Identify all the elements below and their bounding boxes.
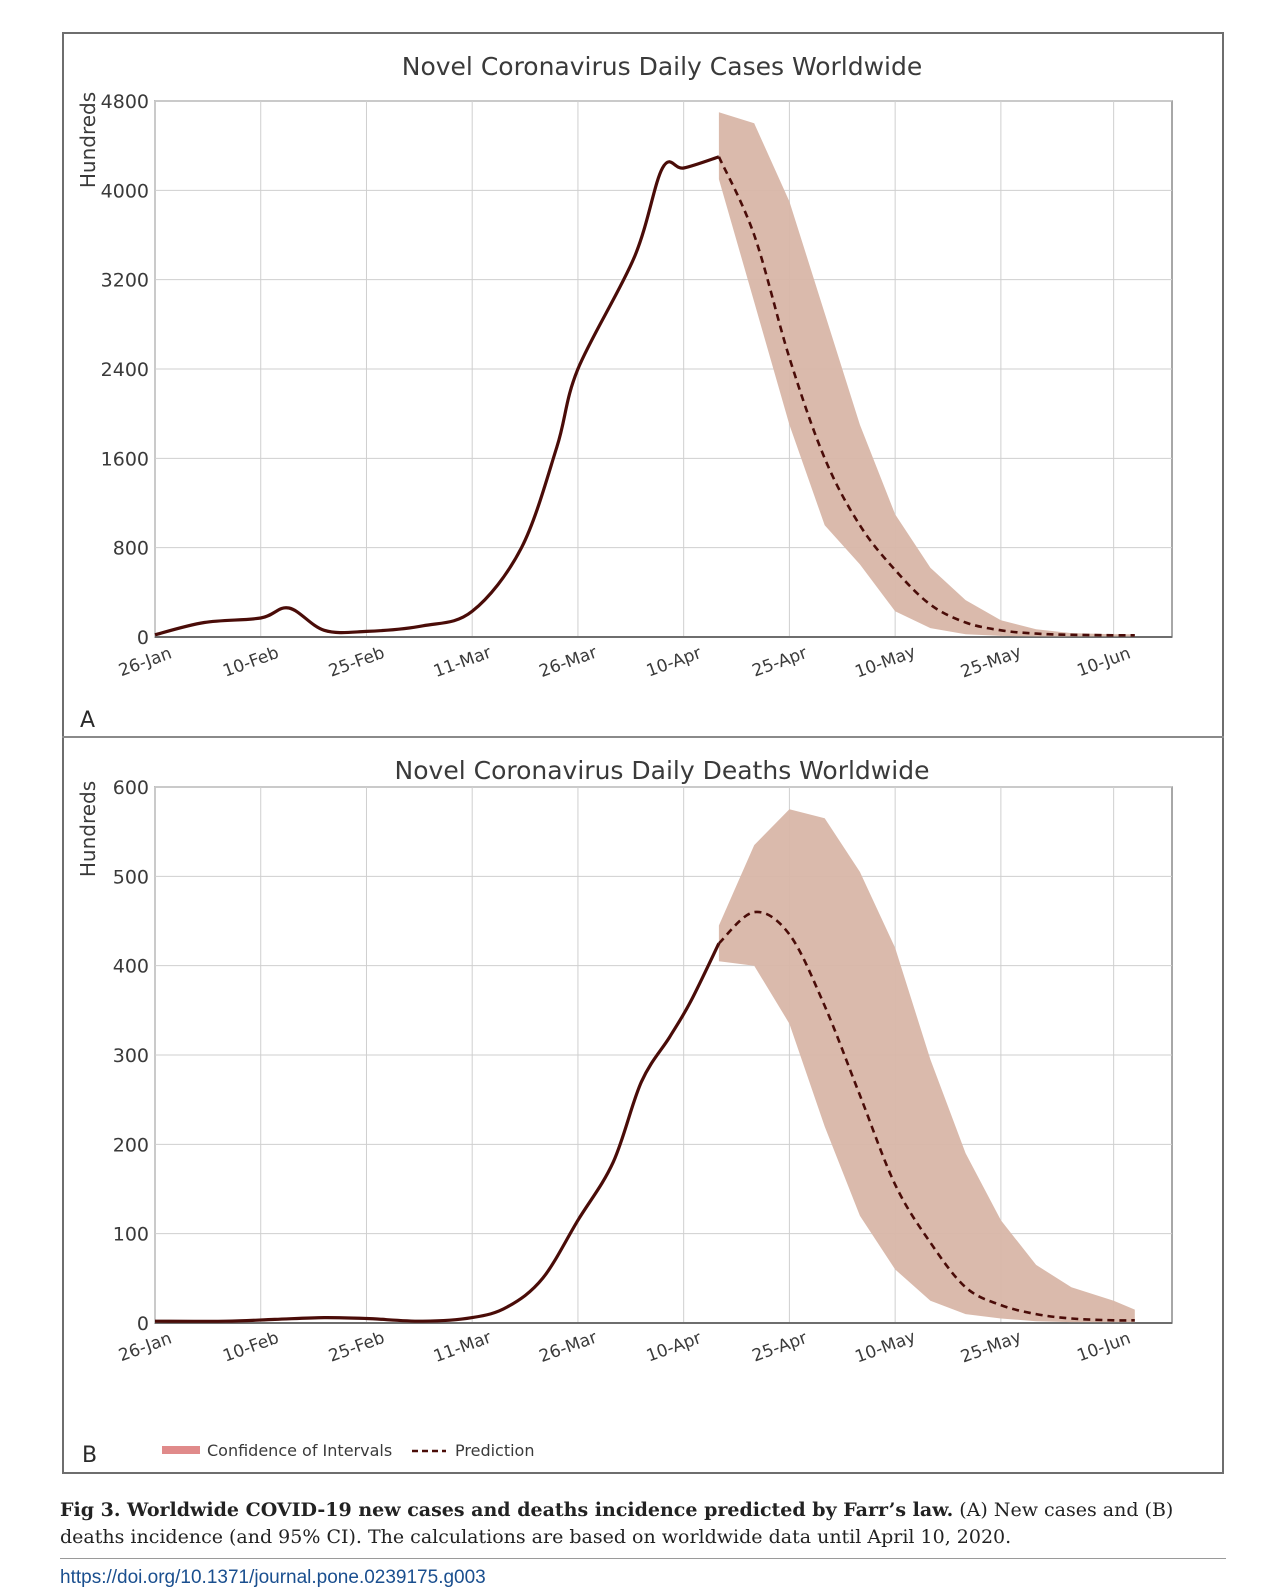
y-axis-label-b: Hundreds (76, 781, 100, 877)
panel-letter-b: B (82, 1443, 97, 1468)
observed-line (154, 942, 721, 1323)
x-tick-label: 10-Jun (1075, 1328, 1134, 1366)
x-tick-label: 26-Jan (116, 644, 174, 682)
x-tick-label: 25-Feb (326, 1328, 387, 1367)
y-tick-label: 0 (137, 1313, 149, 1335)
x-tick-label: 25-May (958, 642, 1024, 682)
y-tick-label: 100 (113, 1224, 149, 1246)
x-tick-label: 10-Apr (644, 1328, 704, 1366)
legend-prediction-label: Prediction (455, 1441, 534, 1460)
legend-ci-label: Confidence of Intervals (207, 1441, 392, 1460)
y-tick-label: 500 (113, 866, 149, 888)
figure-frame (62, 32, 1224, 1474)
x-tick-label: 25-Feb (326, 643, 387, 682)
y-tick-label: 3200 (101, 270, 149, 292)
y-tick-label: 400 (113, 956, 149, 978)
y-tick-label: 2400 (101, 359, 149, 381)
caption-divider (60, 1558, 1226, 1559)
x-tick-label: 10-Apr (644, 643, 704, 681)
caption-bold: Fig 3. Worldwide COVID-19 new cases and … (60, 1499, 954, 1521)
x-tick-label: 10-May (852, 642, 918, 682)
grid-0 (154, 100, 1173, 638)
x-tick-label: 26-Mar (537, 643, 600, 682)
doi-link[interactable]: https://doi.org/10.1371/journal.pone.023… (60, 1567, 486, 1588)
x-tick-label: 25-Apr (750, 1328, 810, 1366)
y-tick-label: 800 (113, 538, 149, 560)
legend: Confidence of Intervals Prediction (162, 1441, 534, 1460)
figure-caption: Fig 3. Worldwide COVID-19 new cases and … (60, 1497, 1226, 1551)
chart-title-b: Novel Coronavirus Daily Deaths Worldwide (395, 756, 930, 785)
y-tick-label: 600 (113, 777, 149, 799)
y-tick-label: 1600 (101, 448, 149, 470)
y-tick-label: 4000 (101, 180, 149, 202)
x-tick-label: 10-Feb (220, 1328, 281, 1367)
x-tick-label: 10-Jun (1075, 643, 1134, 681)
y-tick-label: 0 (137, 627, 149, 649)
chart-panel-a: Novel Coronavirus Daily Cases Worldwide … (76, 52, 1173, 733)
x-tick-label: 11-Mar (431, 1328, 494, 1367)
confidence-band (718, 112, 1135, 637)
x-tick-label: 25-May (958, 1327, 1024, 1367)
x-tick-label: 10-Feb (220, 643, 281, 682)
x-tick-label: 25-Apr (750, 643, 810, 681)
observed-line (154, 155, 720, 637)
x-tick-label: 26-Mar (537, 1328, 600, 1367)
chart-title-a: Novel Coronavirus Daily Cases Worldwide (402, 52, 922, 81)
grid-1 (154, 786, 1173, 1324)
x-tick-label: 11-Mar (431, 643, 494, 682)
caption-text: (A) New cases and (B) deaths incidence (… (60, 1499, 1174, 1548)
panel-letter-a: A (80, 708, 95, 733)
x-tick-label: 10-May (852, 1327, 918, 1367)
y-axis-label-a: Hundreds (76, 92, 100, 188)
legend-ci-swatch (162, 1446, 200, 1454)
y-tick-label: 300 (113, 1045, 149, 1067)
y-tick-label: 4800 (101, 91, 149, 113)
chart-panel-b: Novel Coronavirus Daily Deaths Worldwide… (76, 756, 1173, 1468)
y-tick-label: 200 (113, 1134, 149, 1156)
panel-divider (62, 736, 1224, 738)
confidence-band (718, 809, 1135, 1323)
